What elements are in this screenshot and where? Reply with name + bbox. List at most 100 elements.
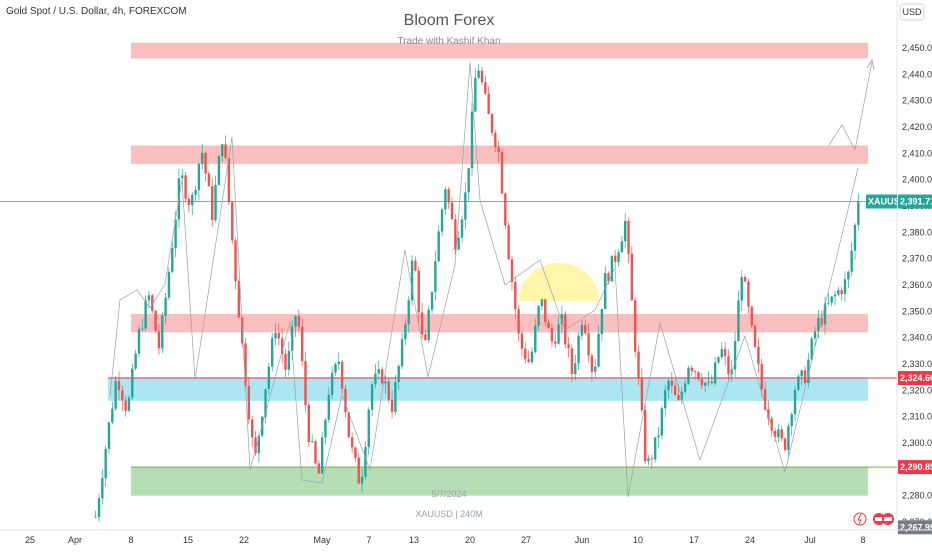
candle-body: [430, 291, 434, 310]
x-tick-label[interactable]: 24: [745, 535, 755, 545]
x-tick-label[interactable]: 17: [689, 535, 699, 545]
candle-body: [300, 326, 304, 362]
candle-body: [640, 377, 644, 411]
candle-body: [184, 175, 187, 199]
candle-body: [534, 325, 537, 352]
candle-body: [653, 437, 657, 460]
projection-target-line: [854, 61, 873, 151]
flag-icon[interactable]: [873, 513, 885, 525]
candle-body: [427, 309, 430, 341]
candle-body: [314, 441, 317, 464]
candle-body: [141, 328, 144, 330]
candle-body: [254, 437, 257, 454]
candle-body: [727, 356, 730, 375]
candle-body: [713, 362, 717, 384]
candle-body: [777, 429, 780, 438]
x-tick-label[interactable]: Jul: [804, 535, 816, 545]
currency-badge[interactable]: [899, 3, 925, 21]
candle-body: [587, 333, 590, 356]
candle-body: [790, 414, 793, 427]
candle-body: [527, 359, 530, 363]
x-tick-label[interactable]: 7: [366, 535, 371, 545]
candle-body: [121, 390, 124, 401]
candle-body: [810, 338, 813, 360]
candle-body: [600, 308, 604, 334]
y-tick-label: 2,430.00: [902, 96, 932, 106]
x-tick-label[interactable]: Jun: [575, 535, 590, 545]
y-tick-label: 2,310.00: [902, 412, 932, 422]
x-tick-label[interactable]: 8: [860, 535, 865, 545]
candle-body: [803, 370, 807, 383]
candle-body: [723, 349, 727, 357]
candle-body: [604, 273, 607, 309]
candle-body: [467, 168, 470, 193]
candle-body: [717, 357, 720, 363]
candle-body: [687, 367, 690, 384]
candle-body: [707, 381, 710, 383]
candle-body: [574, 363, 577, 375]
candle-body: [577, 335, 580, 364]
candle-body: [610, 255, 614, 282]
candle-body: [780, 429, 783, 439]
candle-body: [797, 376, 800, 390]
candle-body: [693, 371, 697, 373]
candle-body: [540, 299, 544, 307]
candle-body: [434, 261, 437, 292]
candle-body: [614, 255, 617, 262]
price-tag: [898, 371, 932, 386]
candle-body: [470, 111, 474, 169]
candle-body: [670, 380, 674, 386]
alert-icon[interactable]: [853, 512, 867, 526]
candle-body: [624, 220, 627, 242]
candle-body: [480, 70, 484, 83]
candle-body: [394, 382, 397, 412]
candle-body: [740, 277, 743, 301]
candle-body: [677, 394, 680, 400]
x-tick-label[interactable]: 20: [465, 535, 475, 545]
candle-body: [830, 296, 833, 303]
candle-body: [807, 359, 810, 383]
x-tick-label[interactable]: 22: [239, 535, 249, 545]
y-tick-labels: 2,270.002,280.002,290.002,300.002,310.00…: [902, 43, 932, 527]
x-tick-labels[interactable]: 25 Apr 8 15 22 May 7 13 20 27 Jun 10 17 24 Jul 8: [25, 535, 866, 545]
x-tick-label[interactable]: Apr: [68, 535, 82, 545]
x-tick-label[interactable]: 15: [183, 535, 193, 545]
candle-body: [454, 219, 457, 250]
flag-icon-2[interactable]: [882, 513, 894, 525]
candle-body: [683, 383, 687, 392]
x-tick-label[interactable]: 13: [409, 535, 419, 545]
price-tag-value: 2,290.85: [900, 462, 932, 472]
candle-body: [264, 389, 267, 417]
candle-body: [414, 260, 417, 271]
x-tick-label[interactable]: 27: [521, 535, 531, 545]
candle-body: [700, 379, 704, 386]
plot-area[interactable]: [0, 0, 897, 530]
candle-body: [440, 209, 444, 232]
candle-body: [304, 361, 307, 405]
x-tick-label[interactable]: May: [313, 535, 331, 545]
zone-resistance: [131, 145, 868, 164]
candle-body: [437, 231, 440, 262]
candle-body: [337, 361, 340, 365]
currency-label: USD: [902, 7, 922, 17]
rounded-top-curve: [519, 263, 599, 301]
price-axis[interactable]: [897, 0, 932, 550]
candle-body: [201, 152, 204, 164]
candle-body: [520, 333, 524, 349]
candle-body: [703, 382, 707, 386]
candle-body: [857, 201, 860, 225]
candle-body: [310, 441, 314, 442]
x-tick-label[interactable]: 10: [633, 535, 643, 545]
candle-body: [597, 333, 600, 367]
candle-body: [647, 458, 650, 462]
candle-body: [217, 156, 221, 185]
candle-body: [737, 300, 740, 342]
candle-body: [424, 334, 427, 341]
x-tick-label[interactable]: 25: [25, 535, 35, 545]
watermark-date: 5/7/2024: [431, 489, 466, 499]
candle-body: [793, 389, 797, 415]
x-tick-label[interactable]: 8: [128, 535, 133, 545]
